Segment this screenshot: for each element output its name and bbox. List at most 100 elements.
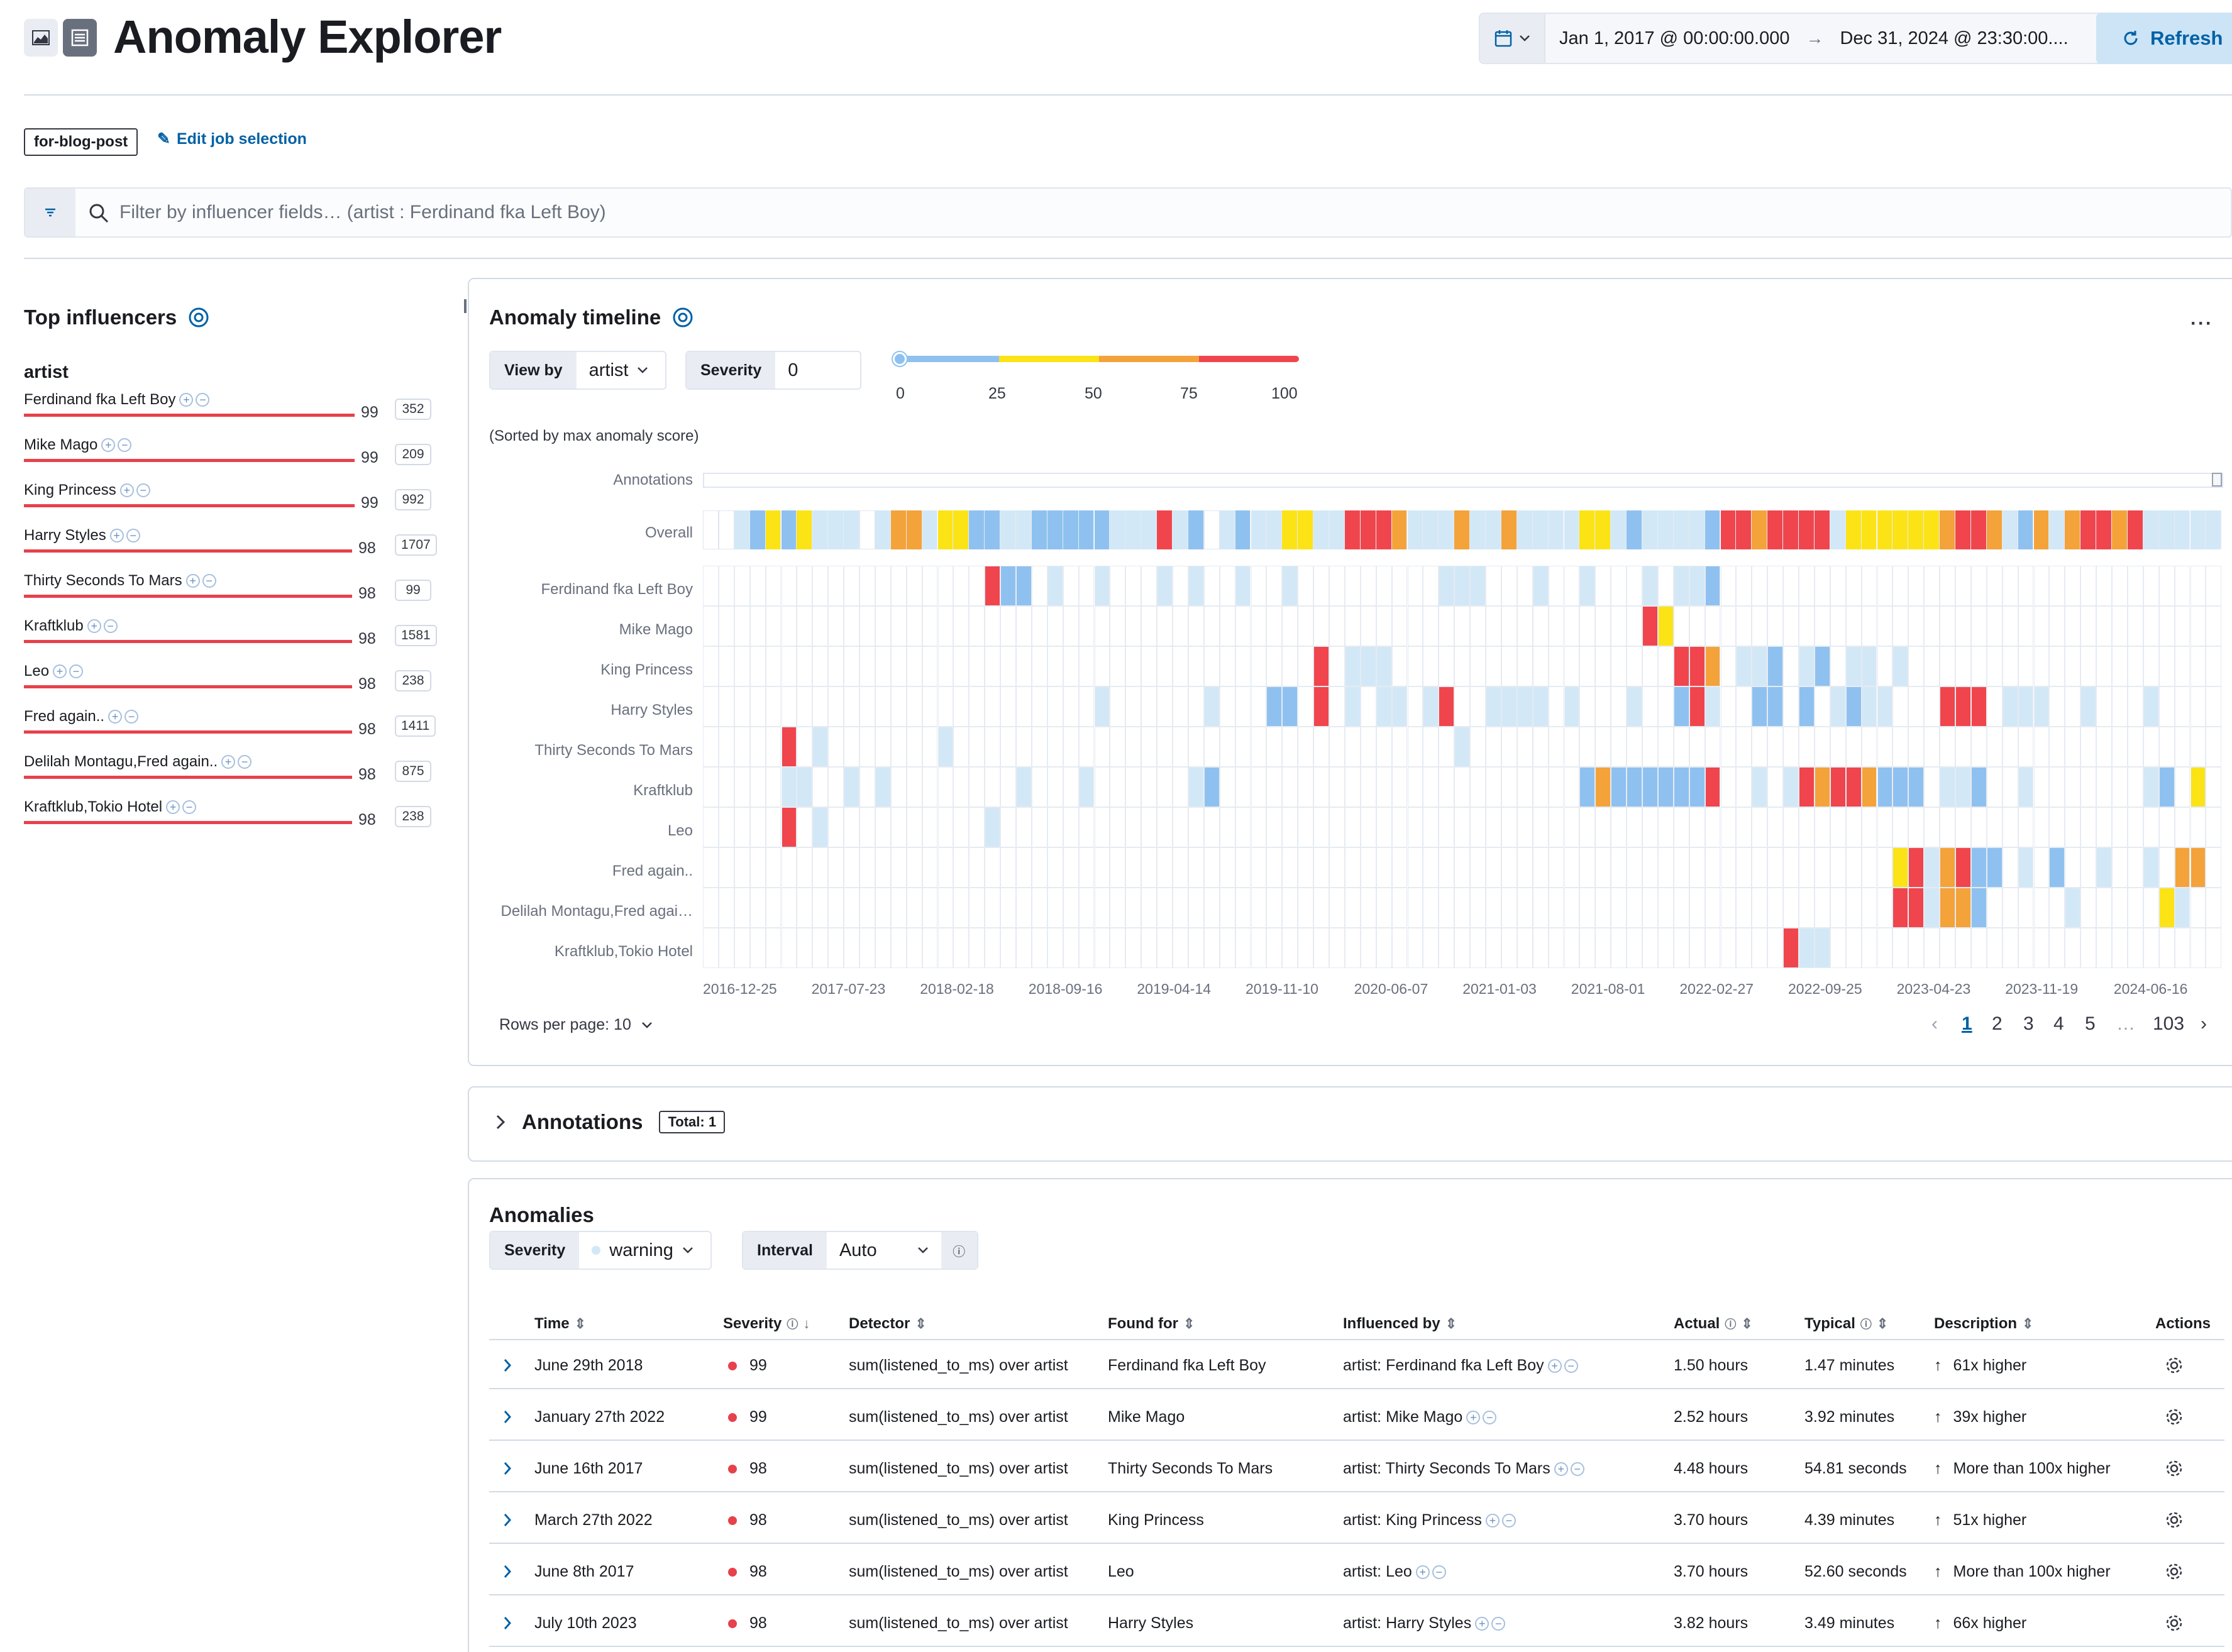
swimlane-cell[interactable] bbox=[1125, 566, 1142, 606]
swimlane-cell[interactable] bbox=[2049, 686, 2065, 727]
swimlane-cell[interactable] bbox=[1173, 767, 1188, 807]
swimlane-cell[interactable] bbox=[1783, 807, 1799, 847]
swimlane-cell[interactable] bbox=[1110, 847, 1126, 888]
swimlane-cell[interactable] bbox=[1266, 606, 1283, 646]
swimlane-cell[interactable] bbox=[1298, 606, 1314, 646]
swimlane-cell[interactable] bbox=[1016, 686, 1032, 727]
swimlane-cell[interactable] bbox=[1830, 807, 1846, 847]
swimlane-cell[interactable] bbox=[1094, 928, 1110, 968]
remove-filter-icon[interactable]: − bbox=[69, 664, 84, 678]
swimlane-cell[interactable] bbox=[1908, 727, 1925, 767]
swimlane-cell[interactable] bbox=[890, 767, 907, 807]
swimlane-cell[interactable] bbox=[2206, 727, 2222, 767]
swimlane-cell[interactable] bbox=[2206, 510, 2222, 549]
swimlane-cell[interactable] bbox=[2033, 566, 2050, 606]
swimlane-cell[interactable] bbox=[1141, 686, 1157, 727]
swimlane-cell[interactable] bbox=[1203, 510, 1220, 549]
swimlane-cell[interactable] bbox=[2096, 888, 2112, 928]
swimlane-cell[interactable] bbox=[1376, 566, 1392, 606]
swimlane-cell[interactable] bbox=[1861, 888, 1877, 928]
swimlane-cell[interactable] bbox=[1173, 510, 1188, 549]
swimlane-cell[interactable] bbox=[1486, 847, 1501, 888]
swimlane-cell[interactable] bbox=[1376, 767, 1392, 807]
swimlane-cell[interactable] bbox=[1313, 606, 1329, 646]
swimlane-cell[interactable] bbox=[906, 646, 922, 686]
swimlane-cell[interactable] bbox=[1188, 767, 1204, 807]
swimlane-cell[interactable] bbox=[890, 807, 907, 847]
swimlane-cell[interactable] bbox=[1031, 928, 1047, 968]
swimlane-cell[interactable] bbox=[1532, 928, 1549, 968]
swimlane-cell[interactable] bbox=[828, 928, 844, 968]
swimlane-cell[interactable] bbox=[1814, 606, 1830, 646]
swimlane-cell[interactable] bbox=[1924, 646, 1940, 686]
swimlane-cell[interactable] bbox=[2206, 686, 2222, 727]
swimlane-cell[interactable] bbox=[765, 807, 782, 847]
swimlane-cell[interactable] bbox=[781, 847, 797, 888]
swimlane-cell[interactable] bbox=[969, 767, 985, 807]
swimlane-cell[interactable] bbox=[1532, 807, 1549, 847]
swimlane-cell[interactable] bbox=[1344, 510, 1361, 549]
swimlane-cell[interactable] bbox=[1548, 928, 1564, 968]
swimlane-cell[interactable] bbox=[1125, 847, 1142, 888]
swimlane-cell[interactable] bbox=[1157, 606, 1173, 646]
swimlane-row-label[interactable]: Ferdinand fka Left Boy bbox=[541, 581, 693, 598]
swimlane-cell[interactable] bbox=[2206, 807, 2222, 847]
chevron-right-icon[interactable] bbox=[503, 1512, 512, 1528]
swimlane-cell[interactable] bbox=[1752, 928, 1768, 968]
swimlane-cell[interactable] bbox=[890, 646, 907, 686]
swimlane-cell[interactable] bbox=[1830, 847, 1846, 888]
swimlane-cell[interactable] bbox=[1157, 767, 1173, 807]
swimlane-cell[interactable] bbox=[1736, 510, 1752, 549]
swimlane-cell[interactable] bbox=[812, 807, 829, 847]
swimlane-cell[interactable] bbox=[1047, 510, 1063, 549]
swimlane-cell[interactable] bbox=[1501, 847, 1517, 888]
swimlane-cell[interactable] bbox=[1329, 606, 1345, 646]
swimlane-cell[interactable] bbox=[922, 767, 938, 807]
swimlane-cell[interactable] bbox=[1830, 767, 1846, 807]
swimlane-cell[interactable] bbox=[1486, 606, 1501, 646]
swimlane-cell[interactable] bbox=[1360, 727, 1376, 767]
swimlane-cell[interactable] bbox=[1360, 767, 1376, 807]
swimlane-cell[interactable] bbox=[890, 727, 907, 767]
swimlane-cell[interactable] bbox=[1642, 510, 1658, 549]
swimlane-cell[interactable] bbox=[890, 888, 907, 928]
influencer-label[interactable]: Kraftklub,Tokio Hotel bbox=[24, 798, 163, 815]
swimlane-cell[interactable] bbox=[953, 646, 970, 686]
add-filter-icon[interactable]: + bbox=[179, 393, 194, 407]
swimlane-cell[interactable] bbox=[1016, 888, 1032, 928]
swimlane-cell[interactable] bbox=[1845, 686, 1862, 727]
swimlane-cell[interactable] bbox=[1125, 646, 1142, 686]
swimlane-cell[interactable] bbox=[1845, 928, 1862, 968]
swimlane-cell[interactable] bbox=[1219, 646, 1235, 686]
swimlane-cell[interactable] bbox=[2096, 646, 2112, 686]
swimlane-cell[interactable] bbox=[1657, 847, 1674, 888]
swimlane-cell[interactable] bbox=[718, 606, 734, 646]
swimlane-cell[interactable] bbox=[1970, 686, 1987, 727]
swimlane-cell[interactable] bbox=[937, 686, 954, 727]
remove-filter-icon[interactable]: − bbox=[126, 529, 140, 542]
swimlane-cell[interactable] bbox=[718, 847, 734, 888]
chevron-right-icon[interactable] bbox=[503, 1358, 512, 1373]
swimlane-cell[interactable] bbox=[1845, 807, 1862, 847]
swimlane-cell[interactable] bbox=[2158, 767, 2175, 807]
swimlane-cell[interactable] bbox=[1814, 686, 1830, 727]
swimlane-cell[interactable] bbox=[1736, 807, 1752, 847]
remove-filter-icon[interactable]: − bbox=[202, 574, 216, 588]
swimlane-cell[interactable] bbox=[2174, 888, 2191, 928]
swimlane-cell[interactable] bbox=[1360, 928, 1376, 968]
swimlane-cell[interactable] bbox=[1611, 888, 1627, 928]
swimlane-cell[interactable] bbox=[749, 847, 766, 888]
swimlane-cell[interactable] bbox=[1235, 767, 1251, 807]
swimlane-cell[interactable] bbox=[1266, 727, 1283, 767]
swimlane-cell[interactable] bbox=[1078, 807, 1095, 847]
swimlane-cell[interactable] bbox=[718, 727, 734, 767]
swimlane-cell[interactable] bbox=[1720, 767, 1737, 807]
swimlane-cell[interactable] bbox=[1423, 807, 1439, 847]
sort-icon[interactable]: ⇕ bbox=[915, 1316, 927, 1331]
swimlane-cell[interactable] bbox=[1141, 510, 1157, 549]
swimlane-cell[interactable] bbox=[781, 807, 797, 847]
swimlane-cell[interactable] bbox=[2065, 888, 2081, 928]
remove-filter-icon[interactable]: − bbox=[196, 393, 210, 407]
swimlane-cell[interactable] bbox=[1501, 566, 1517, 606]
swimlane-cell[interactable] bbox=[1814, 510, 1830, 549]
